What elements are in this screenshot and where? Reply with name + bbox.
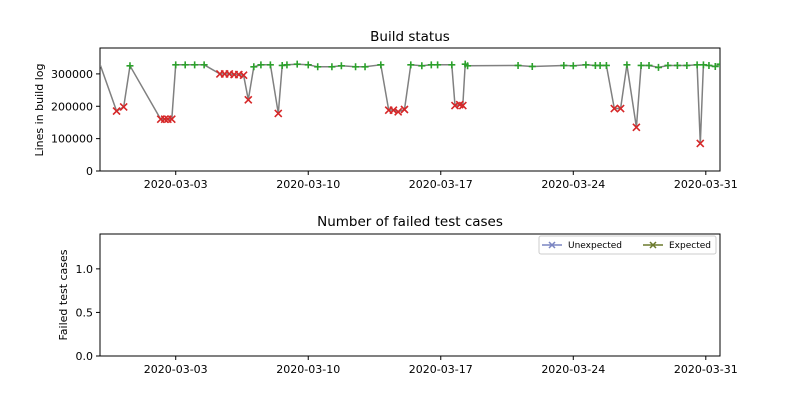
failure-marker	[239, 71, 248, 80]
build-status-ytick-label: 100000	[51, 133, 93, 146]
success-marker	[337, 62, 345, 70]
success-marker	[514, 61, 522, 69]
success-marker	[623, 61, 631, 69]
failure-marker	[400, 105, 409, 114]
failure-marker	[394, 107, 403, 116]
success-marker	[191, 61, 199, 69]
build-status-frame	[99, 47, 721, 172]
failure-marker	[244, 95, 253, 104]
success-marker	[304, 61, 312, 69]
success-marker	[181, 61, 189, 69]
build-status-title: Build status	[370, 29, 450, 45]
legend-entry-unexpected: Unexpected	[542, 241, 622, 251]
success-marker	[328, 63, 336, 71]
failed-tests-chart: Number of failed test cases Failed test …	[57, 214, 721, 357]
build-status-xtick-label: 2020-03-31	[674, 178, 738, 191]
success-marker	[418, 62, 426, 70]
legend-marker-unexpected	[548, 241, 556, 249]
failed-tests-xtick-label: 2020-03-10	[276, 363, 340, 376]
failure-marker	[112, 107, 121, 116]
failed-tests-ytick-label: 1.0	[76, 263, 94, 276]
success-marker	[361, 63, 369, 71]
success-marker	[434, 61, 442, 69]
success-marker	[283, 61, 291, 69]
failed-tests-xtick-label: 2020-03-31	[674, 363, 738, 376]
success-marker	[427, 61, 435, 69]
legend-label-expected: Expected	[669, 241, 711, 251]
success-marker	[683, 61, 691, 69]
failed-tests-xtick-label: 2020-03-17	[409, 363, 473, 376]
failed-tests-xtick-label: 2020-03-24	[541, 363, 605, 376]
success-marker	[250, 63, 258, 71]
legend-marker-expected	[649, 241, 657, 249]
build-status-ytick-label: 0	[86, 165, 93, 178]
failure-marker	[119, 102, 128, 111]
success-marker	[569, 62, 577, 70]
failed-tests-frame	[99, 233, 721, 357]
build-status-ylabel: Lines in build log	[33, 64, 46, 157]
success-marker	[266, 61, 274, 69]
success-marker	[582, 61, 590, 69]
success-marker	[637, 61, 645, 69]
failed-tests-xtick-label: 2020-03-03	[144, 363, 208, 376]
failure-marker	[458, 101, 467, 110]
success-marker	[596, 61, 604, 69]
build-status-ytick-label: 200000	[51, 100, 93, 113]
build-status-xtick-label: 2020-03-17	[409, 178, 473, 191]
success-marker	[200, 61, 208, 69]
failure-marker	[274, 109, 283, 118]
build-status-xtick-label: 2020-03-24	[541, 178, 605, 191]
failure-marker	[696, 139, 705, 148]
success-marker	[352, 63, 360, 71]
success-marker	[126, 62, 134, 70]
failure-marker	[632, 123, 641, 132]
failed-tests-ylabel: Failed test cases	[57, 249, 70, 340]
success-marker	[407, 61, 415, 69]
success-marker	[464, 62, 472, 70]
success-marker	[716, 60, 720, 68]
success-marker	[645, 61, 653, 69]
success-marker	[257, 61, 265, 69]
success-marker	[654, 63, 662, 71]
failure-marker	[610, 104, 619, 113]
success-marker	[664, 61, 672, 69]
success-marker	[293, 60, 301, 68]
build-status-line	[100, 62, 720, 144]
success-marker	[528, 62, 536, 70]
failure-marker	[167, 115, 176, 124]
success-marker	[448, 61, 456, 69]
failure-marker	[389, 106, 398, 115]
success-marker	[673, 61, 681, 69]
success-marker	[314, 63, 322, 71]
success-marker	[693, 61, 701, 69]
build-status-xtick-label: 2020-03-10	[276, 178, 340, 191]
legend-entry-expected: Expected	[643, 241, 711, 251]
build-status-xtick-label: 2020-03-03	[144, 178, 208, 191]
success-marker	[560, 61, 568, 69]
success-marker	[172, 61, 180, 69]
success-marker	[711, 62, 719, 70]
failed-tests-ytick-label: 0.0	[76, 350, 94, 363]
build-status-chart: Build status Lines in build log	[33, 29, 721, 172]
legend-label-unexpected: Unexpected	[568, 241, 622, 251]
failure-marker	[616, 104, 625, 113]
success-marker	[705, 61, 713, 69]
failure-marker	[160, 115, 169, 124]
failed-tests-title: Number of failed test cases	[317, 214, 503, 230]
legend-box	[538, 235, 717, 255]
success-marker	[602, 61, 610, 69]
legend: Unexpected Expected	[538, 235, 717, 255]
failed-tests-ytick-label: 0.5	[76, 306, 94, 319]
build-status-ytick-label: 300000	[51, 68, 93, 81]
build-status-series	[100, 60, 720, 148]
success-marker	[377, 61, 385, 69]
